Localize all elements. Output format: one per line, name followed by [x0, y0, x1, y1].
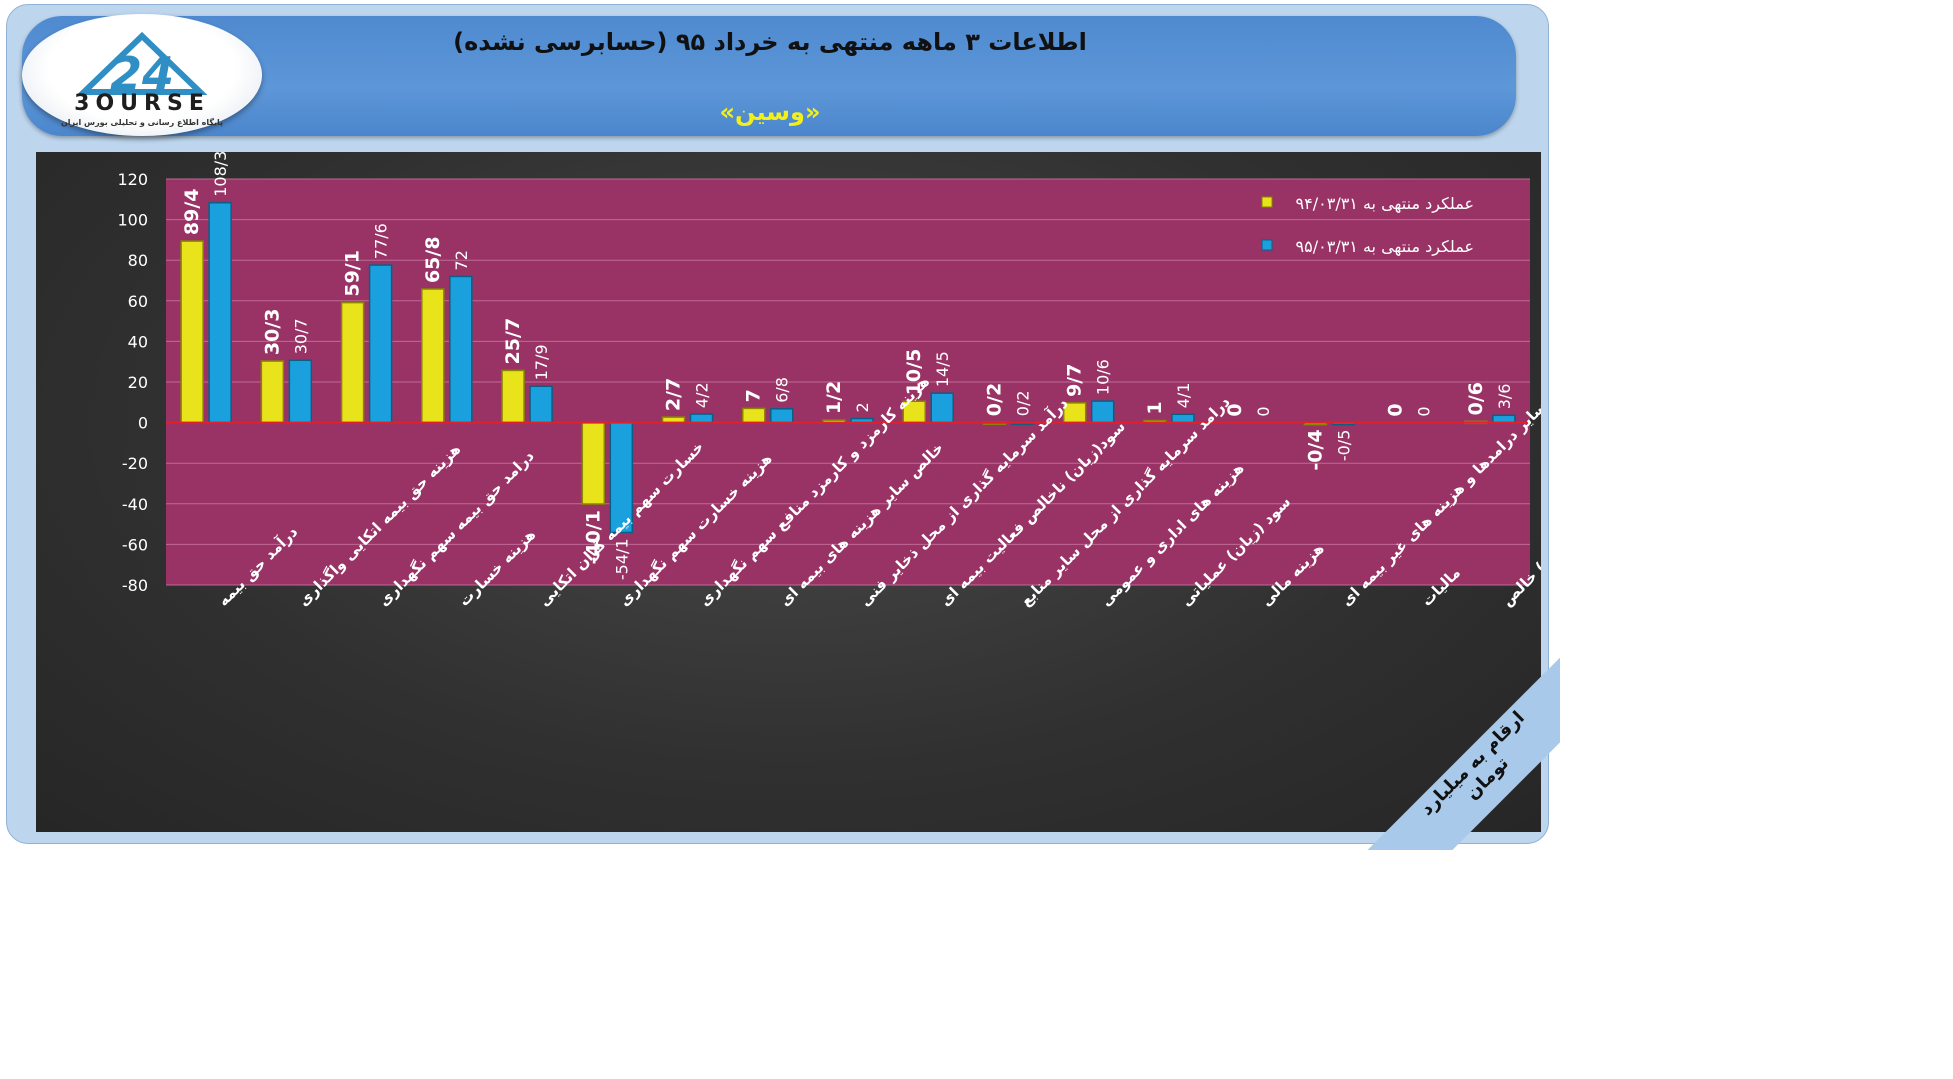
data-label: -54/1	[612, 538, 631, 580]
data-label: 10/6	[1094, 359, 1113, 395]
y-tick-label: 0	[138, 414, 148, 433]
data-label: 17/9	[532, 344, 551, 380]
data-label: 4/1	[1174, 383, 1193, 409]
data-label: 89/4	[181, 189, 203, 236]
legend-label: عملکرد منتهی به ۹۴/۰۳/۳۱	[1296, 194, 1474, 214]
bar-series-2	[529, 385, 553, 424]
data-label: 1/2	[823, 381, 845, 414]
data-label: 59/1	[342, 250, 364, 297]
bar-series-2	[930, 392, 954, 424]
y-tick-label: 20	[128, 373, 148, 392]
data-label: 30/3	[261, 308, 283, 355]
data-label: 3/6	[1495, 384, 1514, 410]
bar-series-2	[449, 275, 473, 424]
data-label: 77/6	[372, 223, 391, 259]
data-label: 14/5	[933, 351, 952, 387]
bar-series-1	[180, 240, 204, 424]
data-label: 6/8	[773, 377, 792, 403]
logo-graphic: 24 3OURSE پایگاه اطلاع رسانی و تحلیلی بو…	[61, 31, 223, 128]
y-tick-label: -80	[122, 576, 148, 595]
logo-tagline: پایگاه اطلاع رسانی و تحلیلی بورس ایران	[61, 117, 223, 128]
data-label: 1	[1144, 401, 1166, 414]
data-label: 0/2	[983, 383, 1005, 416]
header-banner	[22, 16, 1516, 136]
bar-series-2	[689, 413, 714, 424]
bar-series-1	[421, 288, 445, 424]
bar-series-1	[340, 301, 365, 424]
data-label: -0/5	[1334, 430, 1353, 462]
data-label: 0/6	[1465, 382, 1487, 415]
bourse24-logo: 24 3OURSE پایگاه اطلاع رسانی و تحلیلی بو…	[22, 14, 262, 136]
page-title: اطلاعات ۳ ماهه منتهی به خرداد ۹۵ (حسابرس…	[453, 28, 1087, 56]
data-label: 0/2	[1013, 390, 1032, 416]
y-tick-label: 100	[117, 211, 148, 230]
company-name: «وسین»	[719, 98, 821, 126]
bar-series-2	[1090, 400, 1115, 424]
chart-area: 120 100 80 60 40 20 0 -20 -40 -60 -80 89/4 30/3 59/1 6…	[36, 151, 1604, 832]
logo-brand-text: 3OURSE	[74, 91, 210, 116]
y-tick-label: -40	[122, 495, 148, 514]
data-label: 108/3	[211, 152, 230, 197]
data-label: 2/7	[663, 378, 685, 411]
data-label: 0	[1385, 403, 1407, 416]
data-label: 10/5	[903, 349, 925, 396]
data-label: 0	[1254, 406, 1273, 416]
y-tick-label: 60	[128, 292, 148, 311]
bar-series-2	[288, 359, 313, 424]
legend-swatch	[1261, 196, 1273, 208]
y-tick-label: 80	[128, 251, 148, 270]
y-tick-label: -60	[122, 535, 148, 554]
bar-series-1	[501, 369, 525, 424]
svg-text:24: 24	[110, 47, 174, 101]
bar-series-1	[581, 421, 606, 505]
data-label: 65/8	[422, 236, 444, 283]
bar-series-1	[260, 360, 285, 424]
bar-series-2	[208, 202, 232, 424]
data-label: 30/7	[291, 318, 310, 354]
data-label: 72	[452, 250, 471, 270]
y-tick-label: 120	[117, 170, 148, 189]
data-label: 9/7	[1064, 364, 1086, 397]
legend-swatch	[1261, 239, 1273, 251]
y-tick-label: 40	[128, 332, 148, 351]
data-label: 0	[1224, 403, 1246, 416]
data-label: 0	[1415, 406, 1434, 416]
legend-label: عملکرد منتهی به ۹۵/۰۳/۳۱	[1296, 237, 1474, 257]
bar-series-2	[368, 264, 393, 424]
data-label: -0/4	[1304, 429, 1326, 470]
bar-series-1	[742, 407, 766, 424]
unit-ribbon: ارقام به میلیارد تومان	[1360, 650, 1560, 850]
data-label: 4/2	[693, 382, 712, 408]
bar-series-2	[770, 408, 794, 424]
bar-series-2	[1492, 414, 1516, 424]
data-label: 7	[743, 389, 765, 402]
y-tick-label: -20	[122, 454, 148, 473]
data-label: 2	[853, 402, 872, 412]
data-label: 25/7	[502, 318, 524, 365]
data-label: -40/1	[582, 510, 604, 565]
bar-series-2	[1171, 413, 1195, 424]
